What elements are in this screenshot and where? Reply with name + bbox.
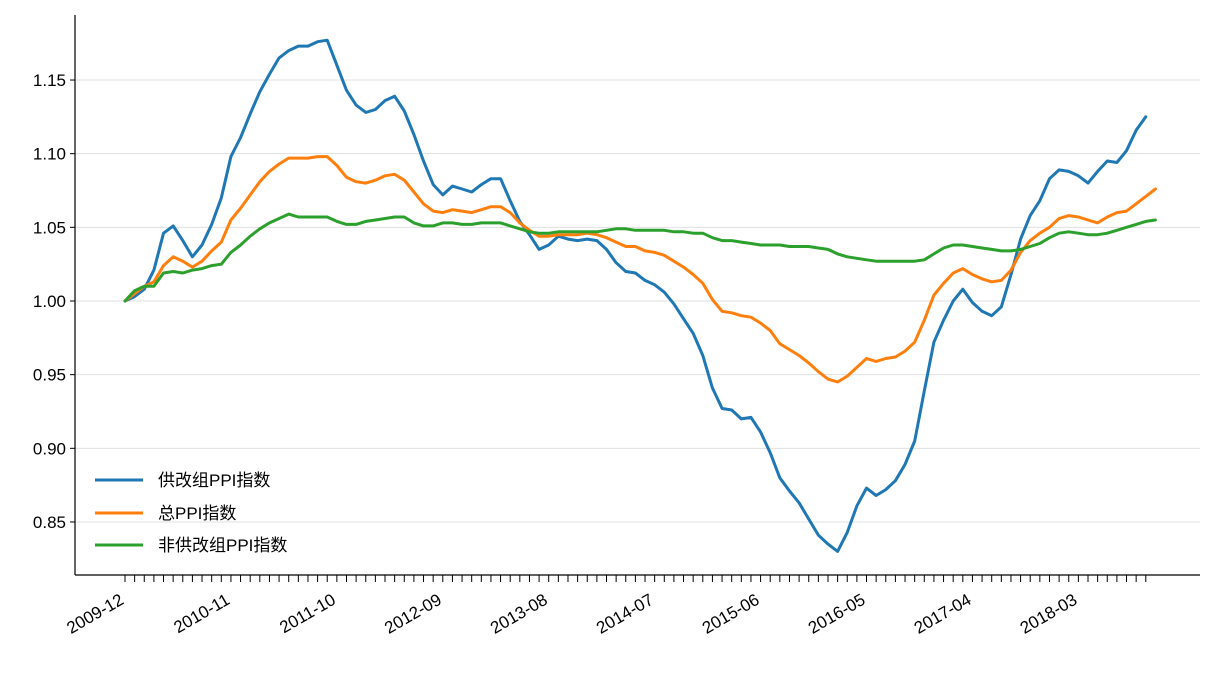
grid-lines: [75, 79, 1200, 523]
series-lines: [123, 38, 1157, 553]
x-tick-label: 2011-10: [276, 590, 338, 637]
x-tick-label: 2018-03: [1017, 590, 1081, 638]
x-tick-label: 2016-05: [805, 590, 869, 638]
y-tick-label: 1.10: [33, 145, 66, 164]
x-tick-label: 2010-11: [170, 590, 232, 637]
series-line-1: [123, 38, 1148, 553]
x-tick-label: 2014-07: [593, 590, 657, 638]
series-line-2: [123, 155, 1157, 384]
x-tick-label: 2012-09: [381, 590, 445, 638]
y-tick-label: 1.05: [33, 218, 66, 237]
series-line-3: [123, 212, 1157, 303]
y-ticks: 0.85 0.90 0.95 1.00 1.05 1.10 1.15: [33, 71, 75, 532]
y-tick-label: 1.15: [33, 71, 66, 90]
y-tick-label: 0.95: [33, 366, 66, 385]
x-tick-label: 2017-04: [911, 590, 975, 638]
x-tick-label: 2009-12: [63, 590, 127, 638]
x-tick-label: 2015-06: [699, 590, 763, 638]
y-tick-label: 1.00: [33, 292, 66, 311]
legend-label-3: 非供改组PPI指数: [158, 536, 287, 555]
x-ticks: 2009-12 2010-11 2011-10 2012-09 2013-08 2014-…: [63, 575, 1147, 638]
y-tick-label: 0.85: [33, 513, 66, 532]
axes: [74, 15, 1200, 576]
legend-label-2: 总PPI指数: [158, 504, 236, 523]
y-tick-label: 0.90: [33, 439, 66, 458]
legend-label-1: 供改组PPI指数: [158, 471, 270, 490]
x-tick-label: 2013-08: [487, 590, 551, 638]
